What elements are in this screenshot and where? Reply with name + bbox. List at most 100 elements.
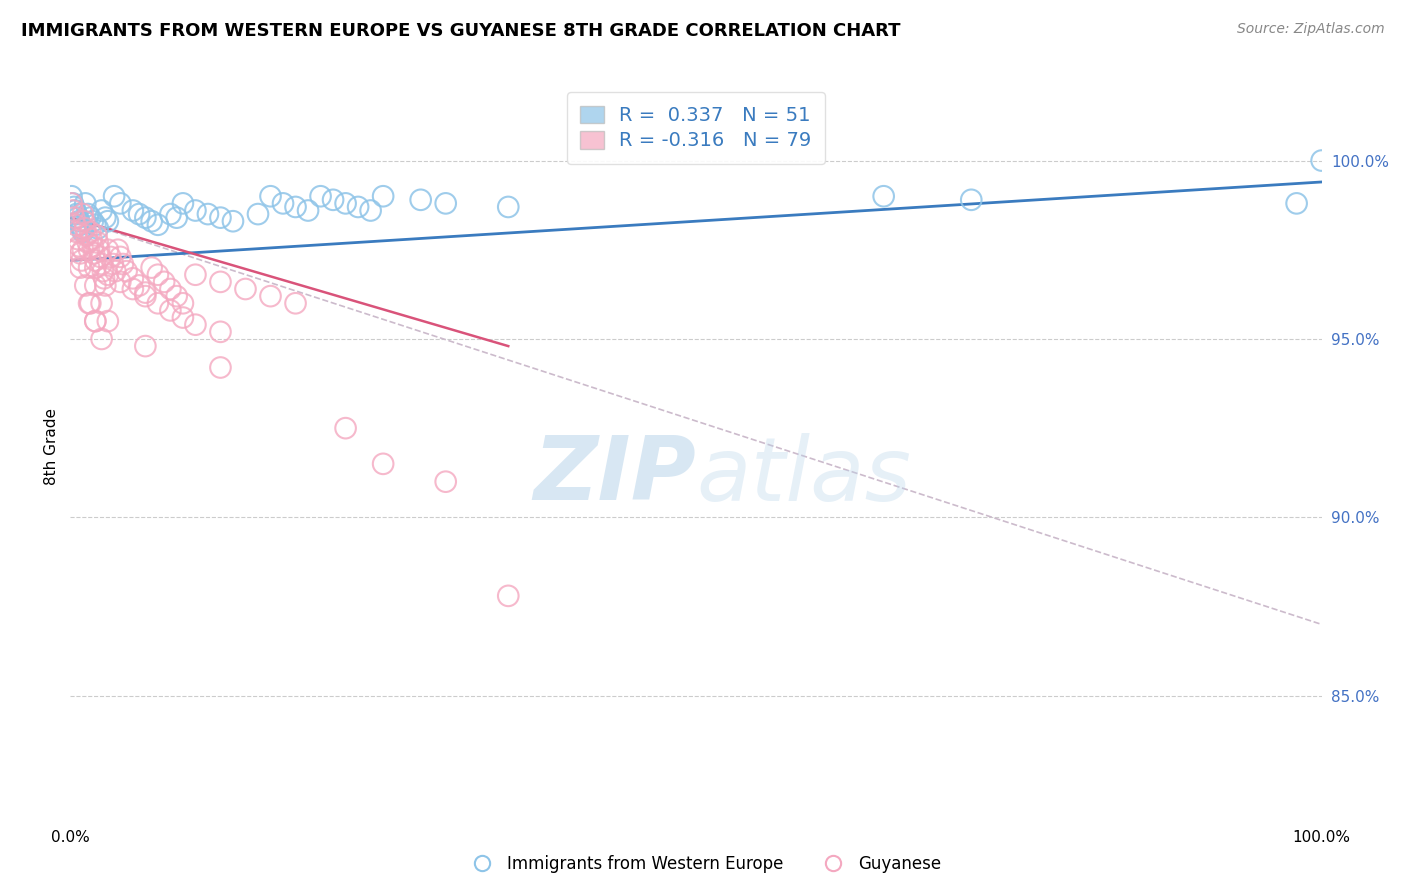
Point [76,235,98,250]
Point [134,211,156,225]
Point [110,275,132,289]
Point [322,193,344,207]
Point [121,282,145,296]
Point [498,200,520,214]
Point [115,264,138,278]
Point [104,264,127,278]
Point [84,278,107,293]
Point [70,221,93,235]
Point [184,318,207,332]
Point [67,214,90,228]
Point [335,421,357,435]
Point [73,214,96,228]
Point [75,278,97,293]
Point [60,196,83,211]
Point [111,257,134,271]
Point [209,360,232,375]
Point [79,225,101,239]
Point [84,314,107,328]
Point [79,296,101,310]
Point [80,232,103,246]
Point [72,243,94,257]
Point [98,250,121,264]
Point [65,207,87,221]
Point [75,196,97,211]
Point [62,196,84,211]
Legend: Immigrants from Western Europe, Guyanese: Immigrants from Western Europe, Guyanese [458,848,948,880]
Point [70,253,93,268]
Point [97,214,120,228]
Point [84,218,107,232]
Point [101,257,124,271]
Point [90,296,112,310]
Point [146,296,169,310]
Point [65,243,87,257]
Point [284,296,307,310]
Point [72,207,94,221]
Point [159,303,181,318]
Point [172,196,194,211]
Point [91,264,114,278]
Point [90,257,112,271]
Point [77,260,100,275]
Text: Source: ZipAtlas.com: Source: ZipAtlas.com [1237,22,1385,37]
Point [63,200,86,214]
Point [97,243,120,257]
Point [134,339,156,353]
Point [271,196,294,211]
Point [87,235,110,250]
Point [146,218,169,232]
Point [63,211,86,225]
Point [69,218,91,232]
Point [960,193,983,207]
Point [84,253,107,268]
Point [97,268,120,282]
Point [259,189,281,203]
Point [62,203,84,218]
Point [209,325,232,339]
Point [65,225,87,239]
Point [1285,196,1308,211]
Point [172,310,194,325]
Point [72,225,94,239]
Point [93,271,115,285]
Point [94,278,117,293]
Point [84,260,107,275]
Point [141,214,163,228]
Point [65,203,87,218]
Point [309,189,332,203]
Point [371,189,394,203]
Point [66,211,89,225]
Text: IMMIGRANTS FROM WESTERN EUROPE VS GUYANESE 8TH GRADE CORRELATION CHART: IMMIGRANTS FROM WESTERN EUROPE VS GUYANE… [21,22,901,40]
Point [284,200,307,214]
Point [90,203,112,218]
Point [159,207,181,221]
Point [134,289,156,303]
Point [87,221,110,235]
Point [76,228,98,243]
Point [66,232,89,246]
Point [90,332,112,346]
Point [166,211,188,225]
Point [409,193,432,207]
Point [110,250,132,264]
Point [872,189,894,203]
Point [247,207,270,221]
Point [86,228,108,243]
Point [87,243,110,257]
Point [1310,153,1333,168]
Point [184,268,207,282]
Point [69,246,91,260]
Point [76,207,98,221]
Point [67,239,90,253]
Point [360,203,382,218]
Text: atlas: atlas [696,433,911,519]
Text: ZIP: ZIP [533,433,696,519]
Point [297,203,319,218]
Point [184,203,207,218]
Point [65,218,87,232]
Point [60,189,83,203]
Point [77,296,100,310]
Legend: R =  0.337   N = 51, R = -0.316   N = 79: R = 0.337 N = 51, R = -0.316 N = 79 [567,92,825,164]
Point [209,211,232,225]
